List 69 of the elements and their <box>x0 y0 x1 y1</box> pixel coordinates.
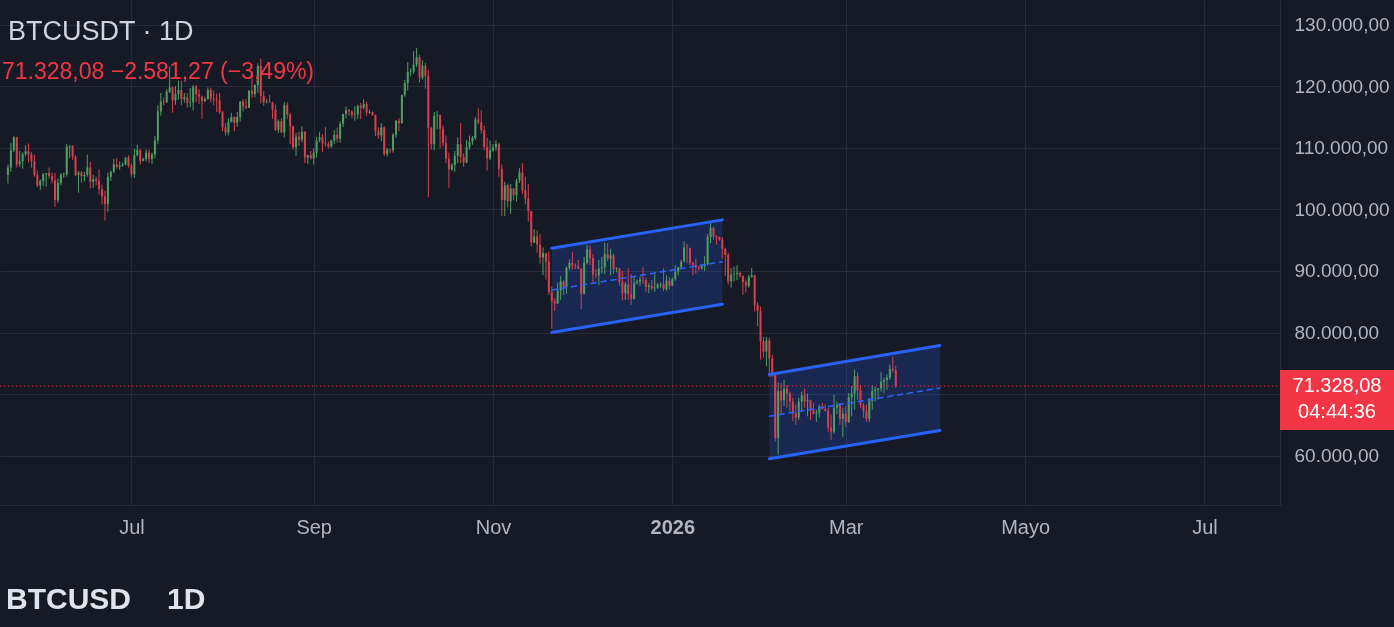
candlestick <box>841 407 844 438</box>
candlestick <box>785 384 788 409</box>
candlestick <box>741 274 744 296</box>
candlestick <box>48 167 51 180</box>
candlestick <box>474 116 477 141</box>
x-tick-label: 2026 <box>650 515 696 538</box>
candlestick <box>174 85 177 106</box>
text: 04:44:36 <box>1298 399 1376 422</box>
y-tick-label: 110.000,00 <box>1294 137 1389 159</box>
x-tick-label: Jul <box>119 515 145 538</box>
candlestick <box>242 98 245 112</box>
candlestick <box>509 183 512 215</box>
candlestick <box>559 275 562 301</box>
candlestick <box>736 264 739 281</box>
candlestick <box>494 139 497 152</box>
candlestick <box>45 172 48 188</box>
candlestick <box>844 405 847 428</box>
candlestick <box>630 273 633 306</box>
ref-line-label: 71.328,08 <box>1292 373 1382 396</box>
candlestick <box>647 282 650 294</box>
candlestick <box>133 148 136 179</box>
candlestick <box>439 114 442 149</box>
candlestick <box>459 122 462 164</box>
candlestick <box>245 98 248 110</box>
x-tick-label: Nov <box>475 515 512 538</box>
x-tick-label: Mar <box>829 515 864 538</box>
y-tick-label: 60.000,00 <box>1294 445 1380 467</box>
candlestick <box>815 409 818 423</box>
candlestick <box>192 84 195 111</box>
text: 1D <box>167 582 206 615</box>
text: BTCUSD <box>6 582 131 615</box>
candlestick <box>406 61 409 92</box>
y-tick-label: 100.000,00 <box>1294 198 1390 220</box>
candlestick <box>83 171 86 183</box>
candlestick <box>503 181 506 217</box>
candlestick <box>521 162 524 195</box>
candlestick <box>171 86 174 114</box>
candlestick <box>489 139 492 161</box>
candlestick <box>627 268 630 301</box>
x-tick-label: Jul <box>1192 515 1218 538</box>
y-tick-label: 80.000,00 <box>1294 322 1380 344</box>
candlestick <box>803 388 806 409</box>
candlestick <box>418 54 421 84</box>
y-tick-label: 90.000,00 <box>1294 260 1380 282</box>
candlestick <box>633 276 636 301</box>
x-tick-label: Sep <box>296 515 332 538</box>
candlestick <box>853 369 856 411</box>
candlestick <box>248 90 250 109</box>
candlestick <box>894 365 897 389</box>
candlestick <box>609 248 612 276</box>
candlestick <box>189 87 192 108</box>
candlestick <box>456 136 459 164</box>
candlestick <box>421 59 424 80</box>
candlestick <box>780 382 783 415</box>
y-tick-label: 120.000,00 <box>1294 75 1390 97</box>
candlestick <box>415 47 418 68</box>
candlestick <box>86 154 89 178</box>
candlestick <box>721 236 724 260</box>
y-tick-label: 130.000,00 <box>1294 14 1390 36</box>
candlestick <box>765 336 768 367</box>
candlestick <box>806 393 809 417</box>
candlestick <box>315 136 318 159</box>
candlestick <box>612 253 615 275</box>
candlestick <box>506 183 509 209</box>
text: BTCUSDT · 1D <box>8 16 194 46</box>
x-tick-label: Mayo <box>1001 515 1051 538</box>
candlestick <box>350 109 353 119</box>
candlestick <box>195 84 198 103</box>
candlestick <box>768 336 771 378</box>
